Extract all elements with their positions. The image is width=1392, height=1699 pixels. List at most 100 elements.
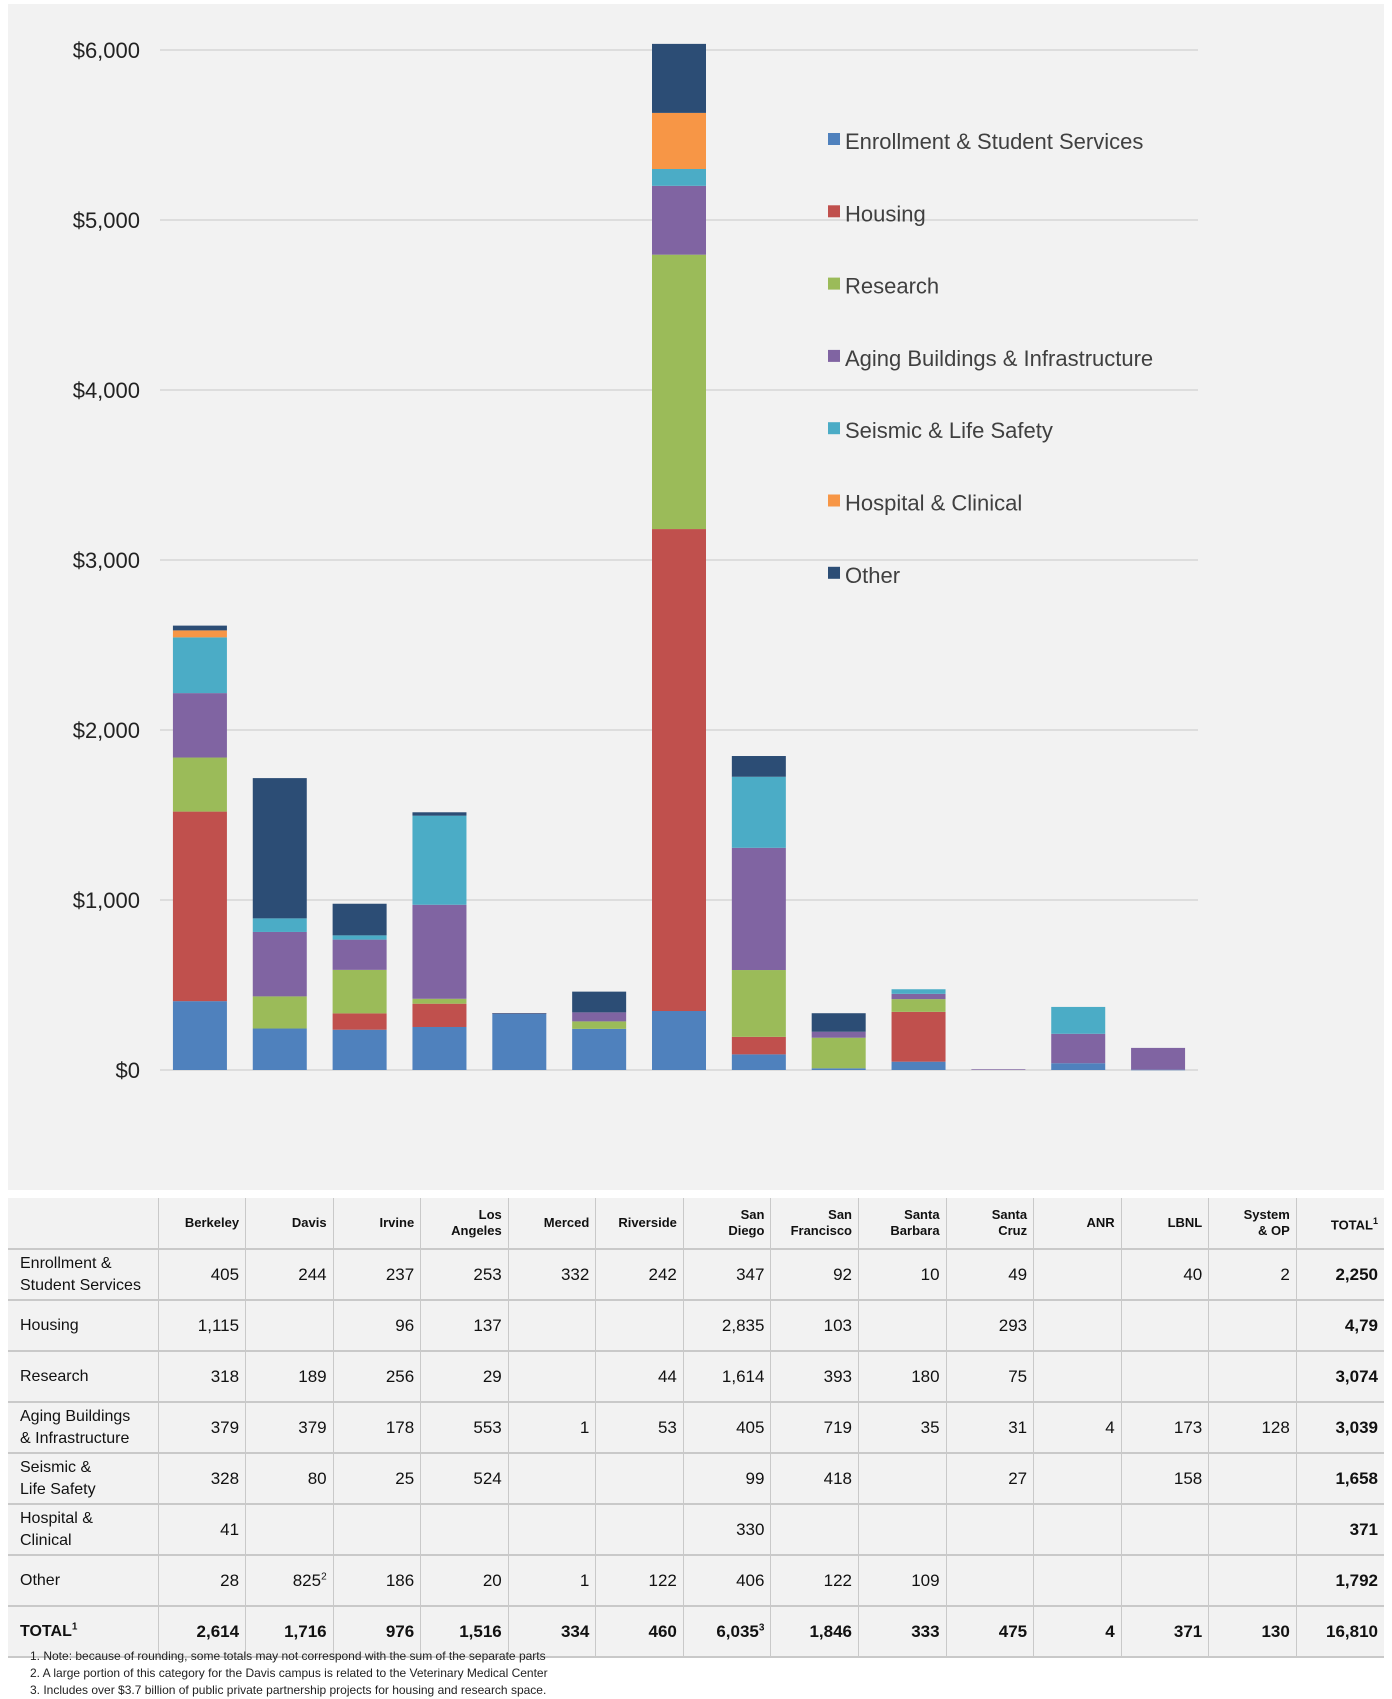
table-cell: 318 <box>157 1350 246 1402</box>
table-cell <box>945 1554 1034 1606</box>
table-cell: 96 <box>332 1299 421 1351</box>
legend-item: Other <box>828 563 900 588</box>
cell-value: 328 <box>210 1468 240 1488</box>
row-label: Housing <box>8 1299 158 1351</box>
legend-swatch <box>828 277 840 290</box>
column-header-line: Angeles <box>451 1223 502 1238</box>
table-cell: 1,115 <box>157 1299 246 1351</box>
cell-value: 1,614 <box>721 1366 765 1386</box>
table-cell: 1 <box>507 1401 596 1453</box>
table-cell: 20 <box>420 1554 509 1606</box>
table-cell: 2,835 <box>682 1299 771 1351</box>
bar-stack <box>492 1013 547 1070</box>
table-cell: 475 <box>945 1605 1034 1658</box>
table-cell: 976 <box>332 1605 421 1658</box>
bar-segment <box>332 1029 387 1070</box>
table-cell <box>507 1452 596 1504</box>
table-cell <box>858 1503 947 1555</box>
bar-segment <box>811 1068 866 1070</box>
footnote-marker: 2 <box>321 1570 327 1582</box>
table-cell: 25 <box>332 1452 421 1504</box>
table-cell: 1 <box>507 1554 596 1606</box>
table-cell: 379 <box>157 1401 246 1453</box>
cell-value: 2,835 <box>721 1315 765 1335</box>
bar-stack <box>971 1069 1026 1070</box>
bar-stack <box>172 625 227 1070</box>
table-row: Housing 1,115 96 137 2,835 103 293 4,79 <box>8 1299 1384 1351</box>
row-label-line: Housing <box>20 1316 79 1334</box>
table-cell: 253 <box>420 1248 509 1300</box>
table-cell: 186 <box>332 1554 421 1606</box>
table-cell: 405 <box>682 1401 771 1453</box>
footnote-marker: 1 <box>71 1621 78 1633</box>
bar-segment <box>572 1028 627 1070</box>
chart-panel: $0 $1,000 $2,000 $3,000 $4,000 $5,000 $6,000 En… <box>8 4 1384 1190</box>
table-cell: 2,614 <box>157 1605 246 1658</box>
bar-stack <box>572 991 627 1070</box>
cell-value: 122 <box>648 1570 677 1590</box>
bar-stack <box>252 778 307 1070</box>
column-header-line: Riverside <box>618 1215 677 1230</box>
table-cell: 31 <box>945 1401 1034 1453</box>
y-tick-label: $0 <box>116 1058 140 1083</box>
row-label-line: Aging Buildings <box>20 1407 131 1425</box>
cell-value: 256 <box>385 1366 415 1386</box>
cell-value: 379 <box>298 1417 327 1437</box>
header-corner <box>8 1198 158 1249</box>
bar-segment <box>492 1013 547 1014</box>
legend-item: Hospital & Clinical <box>828 491 1022 516</box>
cell-value: 29 <box>482 1366 502 1386</box>
bar-segment <box>1131 1069 1186 1071</box>
column-header-line: Berkeley <box>184 1215 240 1230</box>
table-cell: 130 <box>1208 1605 1297 1658</box>
table-cell <box>1208 1554 1297 1606</box>
bar-stack <box>811 1013 866 1070</box>
bar-segment <box>1051 1033 1106 1064</box>
row-total: 16,810 <box>1295 1605 1384 1658</box>
table-cell: 347 <box>682 1248 771 1300</box>
y-tick-label: $5,000 <box>73 208 140 233</box>
bar-segment <box>172 693 227 758</box>
table-cell <box>858 1452 947 1504</box>
cell-value: 27 <box>1008 1468 1028 1488</box>
table-cell <box>507 1299 596 1351</box>
table-cell: 28 <box>157 1554 246 1606</box>
table-cell: 371 <box>1120 1605 1209 1658</box>
bar-segment <box>492 1013 547 1070</box>
row-total: 2,250 <box>1295 1248 1384 1300</box>
footnote-marker: 3 <box>758 1621 765 1633</box>
row-total: 3,074 <box>1295 1350 1384 1402</box>
table-cell: 80 <box>245 1452 334 1504</box>
cell-value: 130 <box>1261 1621 1290 1641</box>
cell-value: 318 <box>210 1366 240 1386</box>
bar-segment <box>811 1037 866 1069</box>
cell-value: 40 <box>1183 1264 1203 1284</box>
table-cell <box>770 1503 859 1555</box>
table-cell: 242 <box>595 1248 684 1300</box>
bar-segment <box>891 999 946 1012</box>
row-label: Hospital & Clinical <box>8 1503 158 1555</box>
table-cell <box>1033 1350 1122 1402</box>
table-cell <box>1033 1452 1122 1504</box>
bar-segment <box>332 1013 387 1030</box>
table-cell: 460 <box>595 1605 684 1658</box>
column-header-line: Cruz <box>998 1223 1028 1238</box>
bar-segment <box>971 1069 1026 1070</box>
legend-item: Housing <box>828 201 926 226</box>
column-header-line: LBNL <box>1167 1215 1203 1230</box>
column-header: Riverside <box>595 1198 684 1249</box>
footnote: 3. Includes over $3.7 billion of public … <box>30 1683 547 1697</box>
table-cell <box>1033 1299 1122 1351</box>
table-cell: 10 <box>858 1248 947 1300</box>
table-cell <box>507 1503 596 1555</box>
table-cell: 330 <box>682 1503 771 1555</box>
table-cell: 137 <box>420 1299 509 1351</box>
table-cell <box>1208 1350 1297 1402</box>
bar-segment <box>652 185 706 255</box>
bar-segment <box>731 1036 786 1055</box>
footnote: 2. A large portion of this category for … <box>30 1666 548 1680</box>
bar-segment <box>172 630 227 638</box>
column-header: Irvine <box>332 1198 421 1249</box>
bar-segment <box>652 529 706 1012</box>
cell-value: 2 <box>1280 1264 1290 1284</box>
